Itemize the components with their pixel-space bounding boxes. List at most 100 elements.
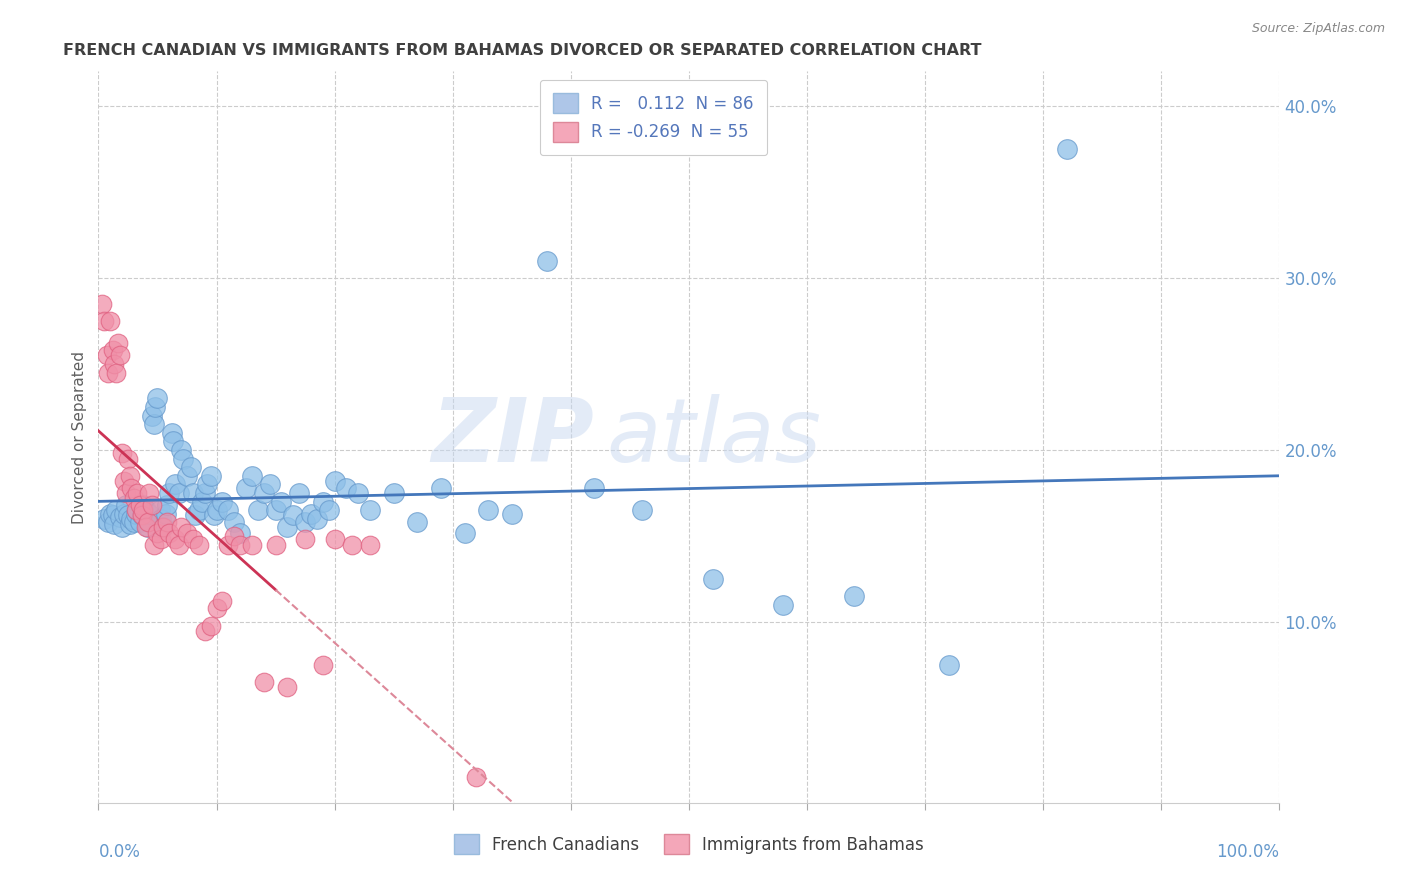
Point <box>93 314 115 328</box>
Point <box>93 512 115 526</box>
Point <box>111 446 134 460</box>
Point <box>135 520 157 534</box>
Point <box>98 314 121 328</box>
Point <box>170 520 193 534</box>
Y-axis label: Divorced or Separated: Divorced or Separated <box>72 351 87 524</box>
Point <box>152 520 174 534</box>
Point <box>160 425 183 440</box>
Point <box>127 486 149 500</box>
Point <box>143 400 166 414</box>
Point <box>312 494 335 508</box>
Point <box>181 486 204 500</box>
Point <box>172 451 194 466</box>
Point <box>294 533 316 547</box>
Point <box>170 442 193 457</box>
Point <box>176 468 198 483</box>
Point <box>156 516 179 530</box>
Point <box>342 538 364 552</box>
Point <box>205 503 228 517</box>
Point <box>288 486 311 500</box>
Point <box>101 343 124 358</box>
Point <box>194 624 217 638</box>
Point <box>111 520 134 534</box>
Point <box>150 533 173 547</box>
Point <box>224 529 246 543</box>
Point <box>240 538 263 552</box>
Point <box>335 481 357 495</box>
Point <box>132 503 155 517</box>
Point <box>122 491 145 505</box>
Point <box>125 507 148 521</box>
Point <box>259 477 281 491</box>
Point <box>162 434 184 449</box>
Point <box>187 503 209 517</box>
Point <box>122 516 145 530</box>
Point <box>141 498 163 512</box>
Point <box>117 508 139 523</box>
Point <box>114 486 136 500</box>
Point <box>167 538 190 552</box>
Point <box>305 512 328 526</box>
Point <box>103 357 125 371</box>
Point <box>217 538 239 552</box>
Point <box>217 503 239 517</box>
Point <box>229 525 252 540</box>
Point <box>136 520 159 534</box>
Legend: French Canadians, Immigrants from Bahamas: French Canadians, Immigrants from Bahama… <box>440 821 938 868</box>
Point <box>276 520 298 534</box>
Point <box>152 520 174 534</box>
Point <box>202 508 225 523</box>
Point <box>108 348 131 362</box>
Point <box>253 486 276 500</box>
Point <box>121 512 143 526</box>
Point <box>97 516 120 530</box>
Point <box>323 533 346 547</box>
Point <box>312 658 335 673</box>
Point <box>264 503 287 517</box>
Point <box>938 658 960 673</box>
Point <box>264 538 287 552</box>
Text: 100.0%: 100.0% <box>1216 843 1279 861</box>
Point <box>105 503 128 517</box>
Point <box>184 508 207 523</box>
Point <box>536 253 558 268</box>
Point <box>167 486 190 500</box>
Point <box>235 481 257 495</box>
Point <box>176 525 198 540</box>
Point <box>156 498 179 512</box>
Point <box>844 589 866 603</box>
Point <box>359 538 381 552</box>
Point <box>240 468 263 483</box>
Point <box>453 525 475 540</box>
Point <box>211 494 233 508</box>
Point <box>97 366 120 380</box>
Point <box>96 348 118 362</box>
Point <box>138 486 160 500</box>
Point <box>142 417 165 432</box>
Point <box>112 474 135 488</box>
Point <box>224 516 246 530</box>
Point <box>194 486 217 500</box>
Point <box>127 503 149 517</box>
Text: 0.0%: 0.0% <box>98 843 141 861</box>
Point <box>128 498 150 512</box>
Point <box>150 512 173 526</box>
Point <box>142 538 165 552</box>
Point <box>135 503 157 517</box>
Text: atlas: atlas <box>606 394 821 480</box>
Point <box>323 474 346 488</box>
Point <box>294 516 316 530</box>
Point <box>583 481 606 495</box>
Point <box>149 503 172 517</box>
Point <box>465 770 488 784</box>
Point <box>501 507 523 521</box>
Point <box>117 451 139 466</box>
Point <box>120 468 142 483</box>
Point <box>253 675 276 690</box>
Point <box>114 498 136 512</box>
Point <box>200 468 222 483</box>
Text: Source: ZipAtlas.com: Source: ZipAtlas.com <box>1251 22 1385 36</box>
Point <box>347 486 370 500</box>
Point <box>107 336 129 351</box>
Point <box>157 486 180 500</box>
